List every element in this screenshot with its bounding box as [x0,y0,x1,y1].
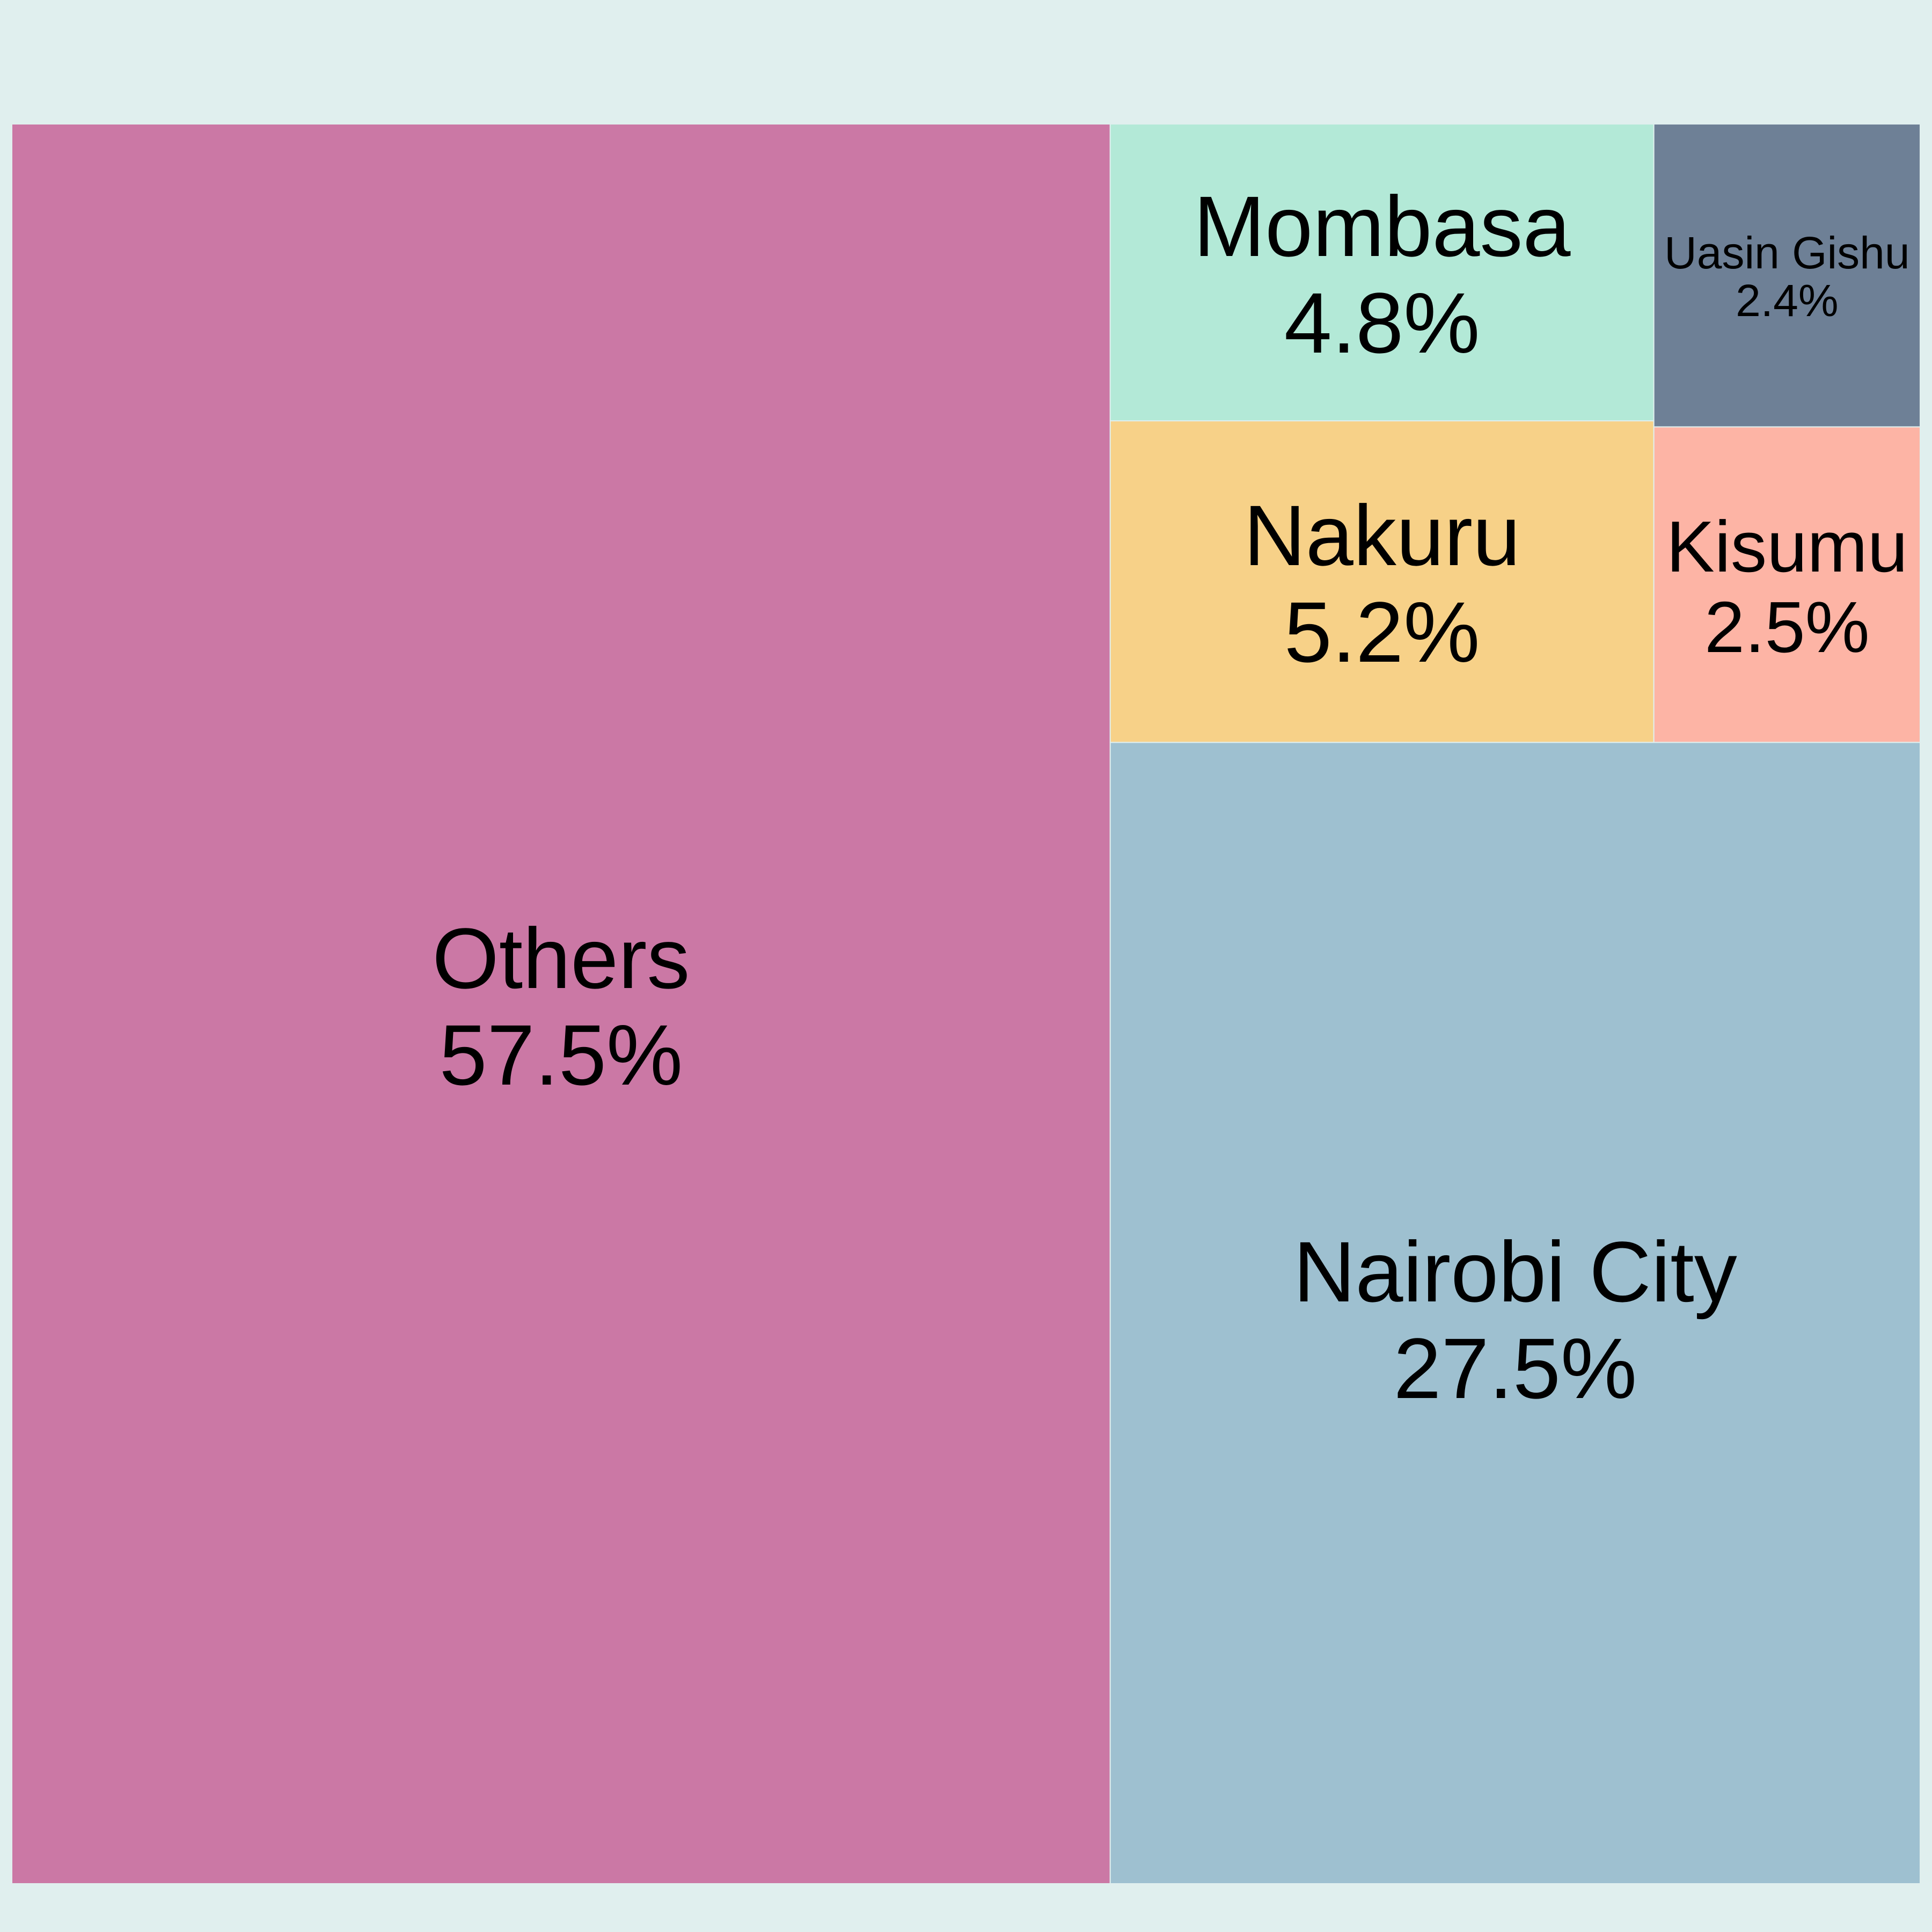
tile-name-kisumu: Kisumu [1666,506,1908,587]
tile-name-others: Others [432,910,690,1006]
tile-percent-nairobi-city: 27.5% [1394,1320,1637,1416]
tile-mombasa [1109,123,1655,422]
tile-name-nakuru: Nakuru [1243,487,1520,583]
tile-nakuru [1109,420,1655,743]
tile-kisumu [1653,426,1921,743]
tile-percent-uasin-gishu: 2.4% [1736,275,1838,326]
tile-percent-mombasa: 4.8% [1284,275,1480,371]
tile-name-mombasa: Mombasa [1194,178,1571,274]
tile-name-uasin-gishu: Uasin Gishu [1664,228,1910,278]
tile-percent-others: 57.5% [440,1007,683,1103]
tile-nairobi-city [1109,742,1921,1884]
tile-uasin-gishu [1653,123,1921,428]
treemap-tiles [11,123,1921,1884]
tile-percent-nakuru: 5.2% [1284,584,1480,680]
tile-percent-kisumu: 2.5% [1704,587,1870,668]
tile-others [11,123,1111,1884]
tile-name-nairobi-city: Nairobi City [1293,1224,1737,1320]
